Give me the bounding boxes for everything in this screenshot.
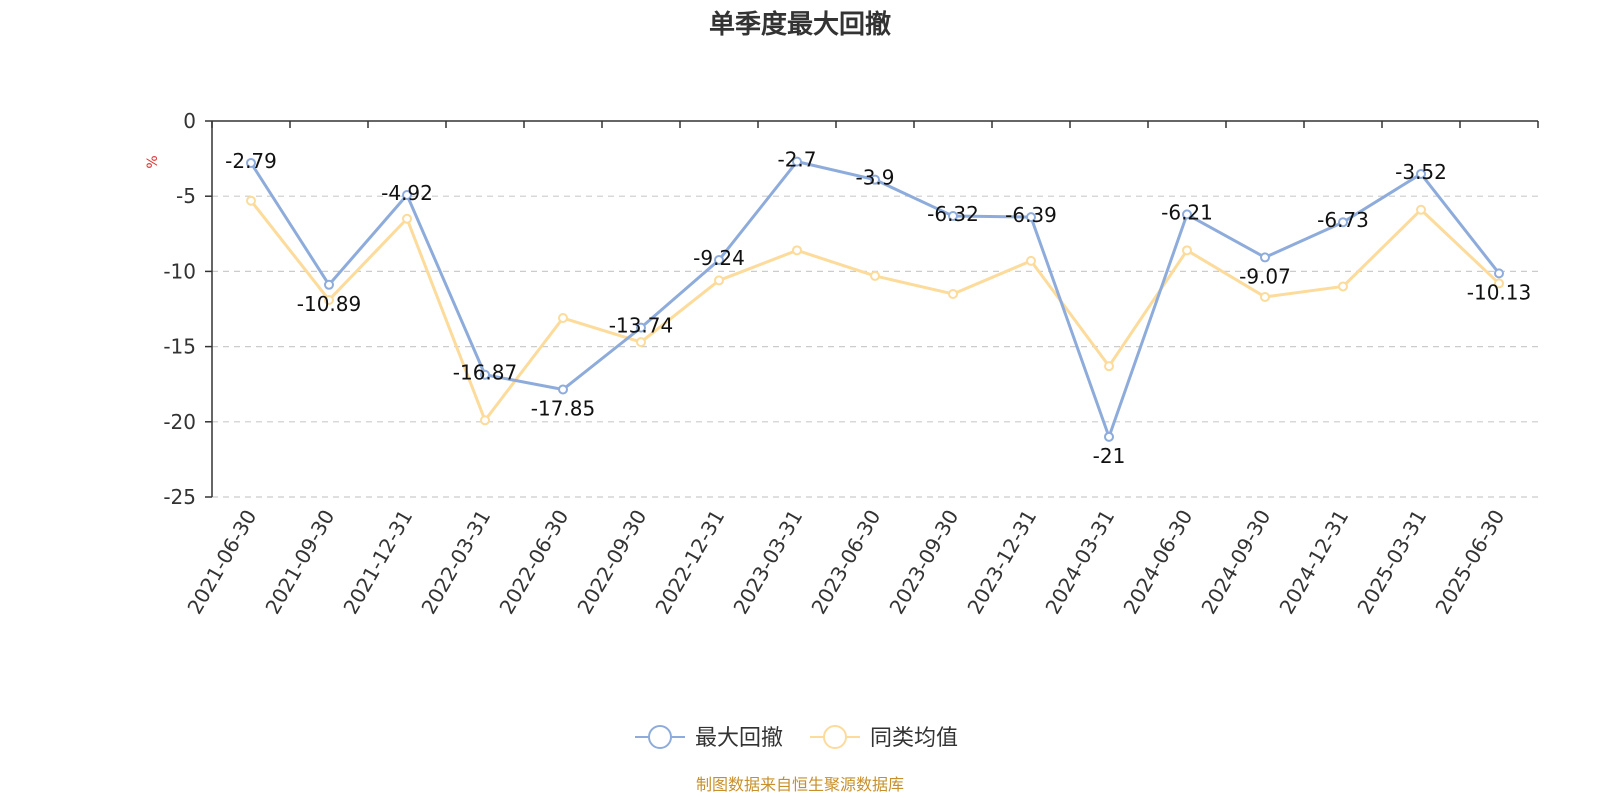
data-point[interactable] (1416, 168, 1426, 179)
data-point[interactable] (870, 270, 880, 281)
x-tick-label: 2024-09-30 (1196, 506, 1275, 619)
legend-item[interactable]: 最大回撤 (635, 725, 783, 751)
x-tick-label: 2023-03-31 (728, 506, 807, 619)
data-point[interactable] (714, 275, 724, 286)
series-line (249, 199, 1501, 422)
y-axis-unit-label: % (145, 155, 161, 168)
y-tick-label: -25 (163, 485, 196, 509)
chart-title: 单季度最大回撤 (709, 9, 891, 40)
data-point[interactable] (324, 279, 334, 290)
data-label: -2.7 (777, 148, 816, 172)
data-label: -10.89 (297, 292, 361, 316)
data-label: -17.85 (531, 396, 595, 420)
data-label: -9.07 (1239, 264, 1291, 288)
data-label: -6.73 (1317, 208, 1369, 232)
data-point[interactable] (870, 174, 880, 185)
data-label: -16.87 (453, 361, 517, 385)
legend-swatch-circle-icon (648, 725, 672, 749)
data-point[interactable] (558, 384, 568, 395)
data-point[interactable] (558, 313, 568, 324)
data-point[interactable] (792, 245, 802, 256)
legend-label: 同类均值 (870, 726, 958, 751)
data-point[interactable] (948, 288, 958, 299)
x-tick-label: 2022-12-31 (650, 506, 729, 619)
data-point[interactable] (1026, 212, 1036, 223)
x-tick-label: 2024-06-30 (1118, 506, 1197, 619)
data-label: -6.21 (1161, 200, 1213, 224)
data-point[interactable] (480, 369, 490, 380)
legend-swatch-circle-icon (823, 725, 847, 749)
data-point[interactable] (1416, 204, 1426, 215)
y-tick-label: -5 (176, 184, 196, 208)
x-tick-label: 2021-09-30 (260, 506, 339, 619)
data-point[interactable] (402, 189, 412, 200)
data-point[interactable] (246, 157, 256, 168)
data-point[interactable] (1104, 361, 1114, 372)
data-label: -10.13 (1467, 280, 1531, 304)
data-label: -6.39 (1005, 203, 1057, 227)
series-lines (246, 156, 1504, 442)
data-label: -2.79 (225, 149, 277, 173)
data-label: -6.32 (927, 202, 979, 226)
x-tick-label: 2021-12-31 (338, 506, 417, 619)
data-point[interactable] (1338, 281, 1348, 292)
x-tick-label: 2021-06-30 (182, 506, 261, 619)
y-tick-label: -15 (163, 335, 196, 359)
data-point[interactable] (1494, 278, 1504, 289)
data-point[interactable] (1338, 217, 1348, 228)
data-point[interactable] (1026, 255, 1036, 266)
data-label: -4.92 (381, 181, 433, 205)
data-point[interactable] (792, 156, 802, 167)
legend-label: 最大回撤 (695, 726, 783, 751)
x-tick-label: 2022-06-30 (494, 506, 573, 619)
x-tick-label: 2025-06-30 (1430, 506, 1509, 619)
x-tick-label: 2023-09-30 (884, 506, 963, 619)
y-tick-label: -20 (163, 410, 196, 434)
y-tick-label: -10 (163, 259, 196, 283)
data-point[interactable] (1260, 291, 1270, 302)
data-label: -21 (1093, 444, 1126, 468)
data-point[interactable] (636, 322, 646, 333)
x-tick-label: 2022-09-30 (572, 506, 651, 619)
data-point[interactable] (636, 337, 646, 348)
data-point[interactable] (714, 254, 724, 265)
data-point[interactable] (324, 294, 334, 305)
data-point[interactable] (1104, 431, 1114, 442)
data-label: -13.74 (609, 314, 673, 338)
grid-lines (212, 195, 1538, 498)
x-tick-label: 2022-03-31 (416, 506, 495, 619)
legend[interactable]: 最大回撤 同类均值 (635, 725, 958, 751)
legend-item[interactable]: 同类均值 (810, 725, 958, 751)
x-tick-label: 2023-12-31 (962, 506, 1041, 619)
data-point[interactable] (480, 415, 490, 426)
data-label: -9.24 (693, 246, 745, 270)
data-point[interactable] (402, 213, 412, 224)
data-label: -3.52 (1395, 160, 1447, 184)
data-point[interactable] (1494, 268, 1504, 279)
data-point[interactable] (1182, 209, 1192, 220)
data-label: -3.9 (855, 166, 894, 190)
data-point[interactable] (1182, 245, 1192, 256)
x-tick-label: 2024-12-31 (1274, 506, 1353, 619)
x-tick-label: 2025-03-31 (1352, 506, 1431, 619)
data-labels: -2.79 -10.89 -4.92 -16.87 -17.85 -13.74 -9.24 -… (225, 148, 1531, 468)
x-tick-label: 2023-06-30 (806, 506, 885, 619)
data-point[interactable] (948, 211, 958, 222)
y-tick-label: 0 (183, 109, 196, 133)
x-tick-label: 2024-03-31 (1040, 506, 1119, 619)
data-point[interactable] (1260, 252, 1270, 263)
source-note: 制图数据来自恒生聚源数据库 (696, 775, 904, 794)
data-point[interactable] (246, 195, 256, 206)
